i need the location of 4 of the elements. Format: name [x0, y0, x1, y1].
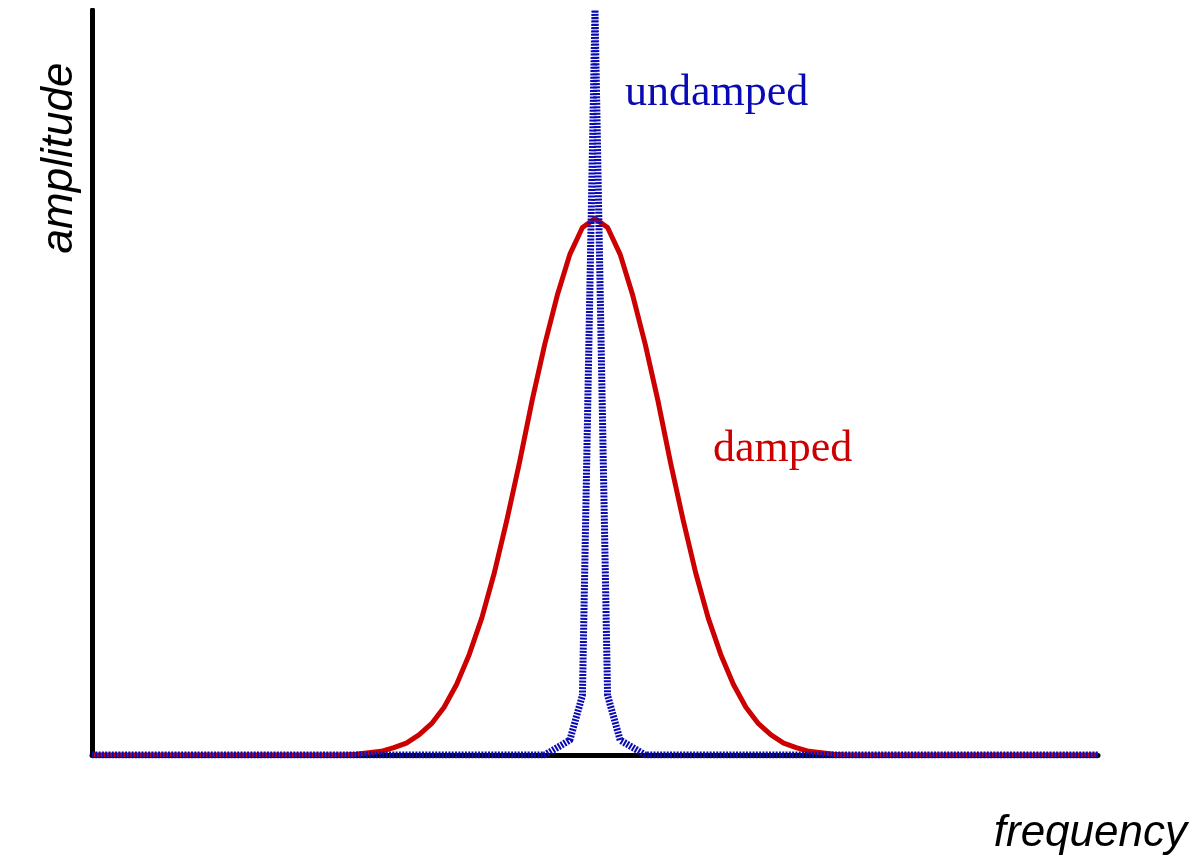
- series-label: undamped: [625, 65, 809, 115]
- series-label: damped: [713, 422, 853, 472]
- x-axis-title: frequency: [993, 805, 1190, 855]
- y-axis-title: amplitude: [31, 62, 81, 254]
